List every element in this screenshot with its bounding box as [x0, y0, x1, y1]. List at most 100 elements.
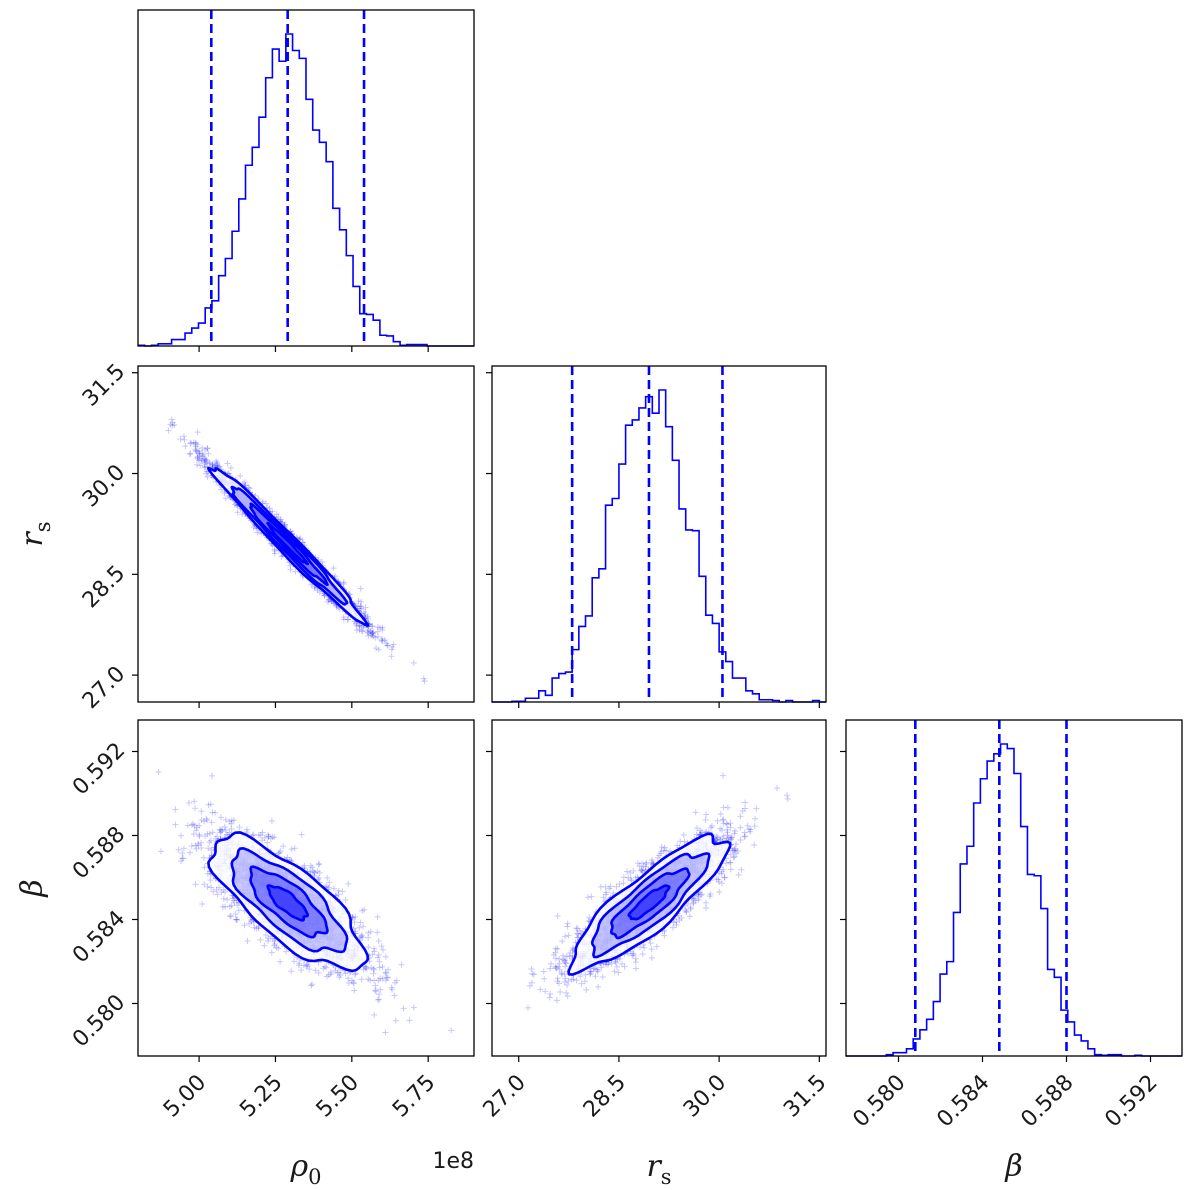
- scatter-point: [254, 529, 261, 536]
- scatter-point: [308, 981, 315, 988]
- scatter-point: [314, 587, 321, 594]
- scatter-point: [214, 891, 221, 898]
- scatter-point: [358, 598, 365, 605]
- scatter-point: [165, 427, 172, 434]
- scatter-point: [231, 501, 238, 508]
- scatter-point: [382, 1029, 389, 1036]
- scatter-point: [193, 461, 200, 468]
- scatter-point: [241, 478, 248, 485]
- scatter-point: [367, 977, 374, 984]
- scatter-point: [361, 612, 368, 619]
- scatter-point: [250, 919, 257, 926]
- scatter-point: [199, 450, 206, 457]
- scatter-point: [365, 629, 372, 636]
- scatter-point: [209, 772, 216, 779]
- y-tick-label: 28.5: [78, 561, 130, 613]
- scatter-point: [198, 457, 205, 464]
- scatter-point: [448, 1027, 455, 1034]
- scatter-point: [205, 450, 212, 457]
- y-tick-label: 27.0: [78, 662, 130, 714]
- scatter-point: [218, 889, 225, 896]
- scatter-point: [181, 436, 188, 443]
- scatter-point: [198, 456, 205, 463]
- scatter-point: [291, 845, 298, 852]
- scatter-point: [370, 629, 377, 636]
- scatter-point: [304, 963, 311, 970]
- scatter-point: [365, 929, 372, 936]
- scatter-point: [216, 463, 223, 470]
- scatter-point: [385, 966, 392, 973]
- scatter-point: [169, 419, 176, 426]
- scatter-point: [362, 604, 369, 611]
- scatter-point: [384, 642, 391, 649]
- scatter-point: [370, 945, 377, 952]
- scatter-point: [398, 961, 405, 968]
- scatter-point: [384, 974, 391, 981]
- scatter-point: [236, 824, 243, 831]
- scatter-point: [192, 805, 199, 812]
- scatter-point: [330, 565, 337, 572]
- scatter-point: [276, 849, 283, 856]
- scatter-point: [155, 769, 162, 776]
- scatter-point: [362, 611, 369, 618]
- scatter-point: [360, 966, 367, 973]
- scatter-point: [357, 603, 364, 610]
- scatter-point: [266, 505, 273, 512]
- scatter-point: [237, 472, 244, 479]
- scatter-point: [368, 623, 375, 630]
- scatter-point: [182, 443, 189, 450]
- scatter-point: [226, 829, 233, 836]
- scatter-point: [186, 451, 193, 458]
- scatter-point: [360, 624, 367, 631]
- scatter-point: [228, 902, 235, 909]
- scatter-point: [374, 628, 381, 635]
- scatter-point: [374, 633, 381, 640]
- scatter-point: [194, 454, 201, 461]
- scatter-point: [336, 974, 343, 981]
- scatter-point: [259, 498, 266, 505]
- scatter-point: [374, 624, 381, 631]
- scatter-point: [369, 630, 376, 637]
- scatter-point: [356, 622, 363, 629]
- scatter-point: [365, 632, 372, 639]
- scatter-point: [250, 831, 257, 838]
- scatter-point: [365, 627, 372, 634]
- scatter-point: [295, 962, 302, 969]
- scatter-point: [344, 616, 351, 623]
- scatter-point: [369, 629, 376, 636]
- scatter-point: [195, 842, 202, 849]
- scatter-point: [198, 845, 205, 852]
- scatter-point: [268, 949, 275, 956]
- scatter-point: [280, 843, 287, 850]
- scatter-point: [333, 603, 340, 610]
- scatter-point: [400, 1005, 407, 1012]
- hist-rho0-frame: [137, 9, 475, 347]
- scatter-point: [222, 903, 229, 910]
- scatter-point: [271, 550, 278, 557]
- scatter-point: [180, 845, 187, 852]
- scatter-point: [196, 453, 203, 460]
- scatter-point: [410, 659, 417, 666]
- scatter-point: [359, 627, 366, 634]
- scatter-point: [268, 818, 275, 825]
- scatter-point: [234, 509, 241, 516]
- scatter-point: [332, 573, 339, 580]
- scatter-point: [373, 645, 380, 652]
- scatter-point: [379, 636, 386, 643]
- scatter-point: [195, 457, 202, 464]
- scatter-point: [360, 608, 367, 615]
- scatter-point: [390, 641, 397, 648]
- scatter-point: [202, 832, 209, 839]
- scatter-point: [350, 980, 357, 987]
- scatter-point: [199, 451, 206, 458]
- panel-hist-rs: [486, 365, 827, 708]
- scatter-point: [381, 637, 388, 644]
- scatter-point: [192, 439, 199, 446]
- scatter-point: [364, 628, 371, 635]
- scatter-point: [410, 1004, 417, 1011]
- scatter-point: [269, 508, 276, 515]
- scatter-point: [201, 864, 208, 871]
- scatter-point: [325, 597, 332, 604]
- scatter-point: [172, 821, 179, 828]
- scatter-point: [171, 421, 178, 428]
